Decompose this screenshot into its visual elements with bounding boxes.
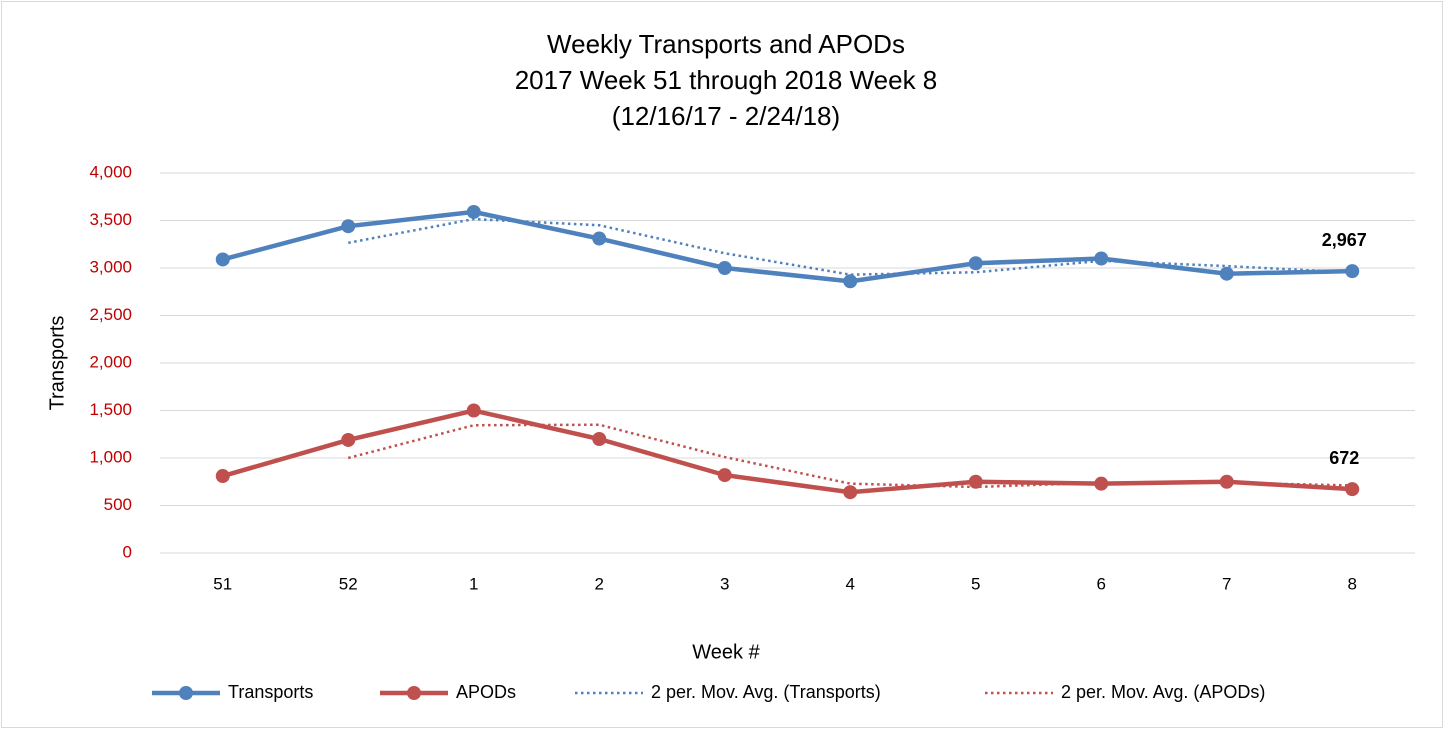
- point: [1094, 476, 1109, 491]
- series-line: [222, 408, 1353, 495]
- point: [1219, 266, 1234, 281]
- legend-label: 2 per. Mov. Avg. (Transports): [651, 682, 881, 702]
- y-tick-label: 3,500: [89, 210, 132, 229]
- x-tick-label: 6: [1097, 574, 1106, 593]
- point: [843, 485, 858, 500]
- y-tick-label: 3,000: [89, 257, 132, 276]
- x-tick-label: 51: [213, 574, 232, 593]
- point: [466, 403, 481, 418]
- point: [341, 219, 356, 234]
- x-tick-label: 4: [846, 574, 855, 593]
- point: [341, 432, 356, 447]
- x-tick-label: 8: [1348, 574, 1357, 593]
- y-tick-label: 1,000: [89, 447, 132, 466]
- x-tick-label: 2: [595, 574, 604, 593]
- point: [717, 261, 732, 275]
- legend-label: 2 per. Mov. Avg. (APODs): [1061, 682, 1265, 702]
- point: [968, 474, 983, 489]
- point: [1219, 474, 1234, 489]
- point: [1345, 264, 1360, 279]
- y-tick-label: 2,000: [89, 352, 132, 371]
- series-line: [222, 209, 1353, 284]
- point: [1094, 251, 1109, 266]
- legend-marker: [407, 686, 421, 700]
- y-tick-label: 2,500: [89, 305, 132, 324]
- x-tick-label: 3: [720, 574, 729, 593]
- chart-title: 2017 Week 51 through 2018 Week 8: [515, 65, 938, 95]
- chart-title: (12/16/17 - 2/24/18): [612, 101, 840, 131]
- x-tick-label: 5: [971, 574, 980, 593]
- y-tick-label: 0: [123, 542, 132, 561]
- y-axis-label: Transports: [46, 316, 68, 411]
- point: [843, 274, 858, 289]
- point: [968, 256, 983, 271]
- chart-title: Weekly Transports and APODs: [547, 29, 905, 59]
- point: [215, 469, 230, 484]
- point: [215, 252, 230, 267]
- point: [1345, 482, 1360, 497]
- data-label: 672: [1329, 448, 1359, 468]
- x-tick-label: 52: [339, 574, 358, 593]
- y-tick-label: 4,000: [89, 162, 132, 181]
- legend-label: Transports: [228, 682, 313, 702]
- data-label: 2,967: [1322, 230, 1367, 250]
- x-axis-label: Week #: [692, 641, 760, 663]
- point: [466, 204, 481, 219]
- y-tick-label: 1,500: [89, 400, 132, 419]
- point: [592, 231, 607, 246]
- x-tick-label: 7: [1222, 574, 1231, 593]
- legend-label: APODs: [456, 682, 516, 702]
- x-tick-label: 1: [469, 574, 478, 593]
- y-tick-label: 500: [104, 495, 132, 514]
- legend-marker: [179, 686, 193, 700]
- point: [717, 468, 732, 483]
- point: [592, 432, 607, 446]
